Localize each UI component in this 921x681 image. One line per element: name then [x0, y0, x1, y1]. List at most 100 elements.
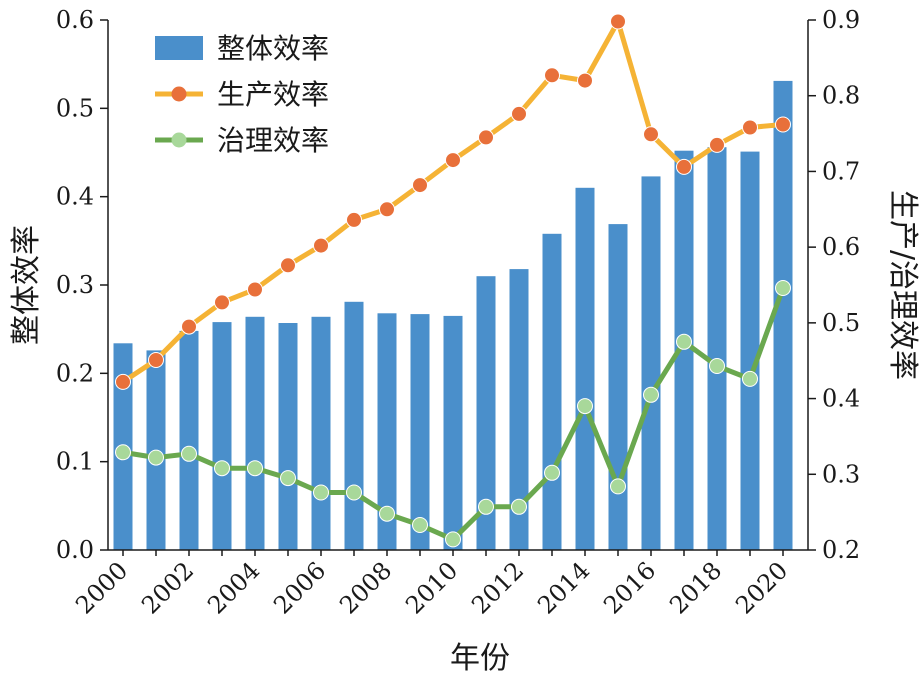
legend-swatch-bar	[155, 36, 203, 60]
point-1-2019	[742, 119, 758, 136]
point-1-2002	[181, 318, 197, 335]
point-2-2017	[676, 333, 692, 350]
point-1-2015	[610, 13, 626, 30]
point-2-2012	[511, 498, 527, 515]
bar-2006	[311, 316, 331, 550]
point-1-2013	[544, 67, 560, 84]
point-1-2008	[379, 201, 395, 218]
point-2-2010	[445, 531, 461, 548]
bar-2012	[509, 269, 529, 550]
point-2-2020	[775, 280, 791, 296]
x-tick-label: 2016	[598, 556, 661, 619]
point-1-2000	[115, 373, 131, 390]
bar-2013	[542, 233, 562, 551]
line-series-1	[115, 13, 791, 390]
x-axis-title: 年份	[450, 641, 510, 676]
point-1-2010	[445, 152, 461, 169]
point-2-2002	[181, 445, 197, 462]
point-1-2003	[214, 294, 230, 311]
left-tick-label: 0.4	[56, 183, 94, 211]
point-2-2005	[280, 470, 296, 487]
left-tick-label: 0.0	[56, 536, 94, 564]
left-tick-label: 0.1	[56, 448, 94, 476]
left-tick-label: 0.2	[56, 359, 94, 387]
point-1-2016	[643, 126, 659, 143]
point-2-2007	[346, 484, 362, 501]
bar-2005	[278, 323, 298, 550]
x-tick-label: 2018	[664, 556, 727, 619]
point-1-2006	[313, 237, 329, 254]
right-tick-label: 0.3	[822, 460, 860, 488]
point-2-2001	[148, 449, 164, 466]
point-1-2011	[478, 129, 494, 146]
bar-2019	[740, 151, 760, 550]
x-tick-label: 2014	[532, 556, 595, 619]
bar-2003	[212, 322, 232, 550]
point-2-2009	[412, 517, 428, 533]
point-1-2012	[511, 105, 527, 122]
point-1-2009	[412, 177, 428, 194]
line-series-2	[115, 280, 791, 548]
point-2-2013	[544, 464, 560, 481]
point-1-2017	[676, 158, 692, 175]
right-tick-label: 0.9	[822, 6, 860, 34]
bar-2014	[575, 187, 595, 551]
x-tick-label: 2006	[268, 556, 331, 619]
point-2-2006	[313, 484, 329, 501]
right-tick-label: 0.2	[822, 536, 860, 564]
legend-label: 治理效率	[217, 124, 329, 157]
left-tick-label: 0.6	[56, 6, 94, 34]
left-tick-label: 0.3	[56, 271, 94, 299]
legend-swatch-marker	[171, 132, 187, 148]
point-1-2001	[148, 352, 164, 368]
right-y-axis-title: 生产/治理效率	[885, 190, 920, 380]
legend-swatch-marker	[171, 86, 187, 102]
bar-2016	[641, 176, 661, 550]
bar-2009	[410, 314, 430, 550]
point-2-2014	[577, 398, 593, 415]
bar-2002	[179, 330, 199, 550]
legend-label: 整体效率	[217, 32, 329, 65]
x-tick-label: 2008	[334, 556, 397, 619]
bar-2011	[476, 276, 496, 550]
legend-label: 生产效率	[217, 78, 329, 111]
bar-2010	[443, 315, 463, 550]
bar-series	[113, 80, 793, 551]
right-tick-label: 0.5	[822, 309, 860, 337]
point-1-2020	[775, 116, 791, 133]
point-1-2018	[709, 136, 725, 153]
left-y-axis-title: 整体效率	[9, 225, 44, 345]
bar-2018	[707, 147, 727, 550]
point-2-2016	[643, 386, 659, 403]
point-2-2008	[379, 505, 395, 522]
bar-2007	[344, 301, 364, 550]
point-2-2000	[115, 444, 131, 461]
point-1-2004	[247, 281, 263, 298]
point-1-2014	[577, 72, 593, 89]
point-2-2019	[742, 370, 758, 387]
x-tick-label: 2000	[70, 556, 133, 619]
line-series-group	[115, 13, 791, 548]
point-2-2015	[610, 478, 626, 495]
bar-2017	[674, 150, 694, 550]
bar-2015	[608, 224, 628, 550]
point-1-2005	[280, 257, 296, 274]
point-2-2018	[709, 358, 725, 374]
x-tick-label: 2020	[730, 556, 793, 619]
x-tick-label: 2012	[466, 556, 529, 619]
x-tick-label: 2002	[136, 556, 199, 619]
bar-2008	[377, 313, 397, 550]
point-1-2007	[346, 211, 362, 228]
point-2-2011	[478, 498, 494, 515]
right-tick-label: 0.7	[822, 157, 860, 185]
bar-2004	[245, 316, 265, 550]
right-tick-label: 0.8	[822, 82, 860, 110]
right-tick-label: 0.6	[822, 233, 860, 261]
left-tick-label: 0.5	[56, 94, 94, 122]
point-2-2003	[214, 460, 230, 477]
x-tick-label: 2010	[400, 556, 463, 619]
bar-2020	[773, 80, 793, 551]
right-tick-label: 0.4	[822, 385, 860, 413]
